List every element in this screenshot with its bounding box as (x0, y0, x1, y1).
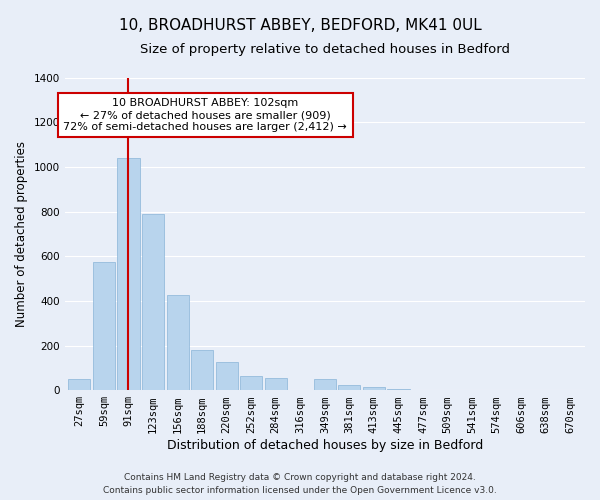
Title: Size of property relative to detached houses in Bedford: Size of property relative to detached ho… (140, 42, 510, 56)
Bar (167, 296, 188, 390)
Bar (93, 262, 115, 390)
X-axis label: Distribution of detached houses by size in Bedford: Distribution of detached houses by size … (167, 440, 483, 452)
Bar (191, 350, 213, 390)
Bar (363, 387, 385, 390)
Bar (142, 214, 164, 390)
Bar (388, 389, 410, 390)
Bar (118, 158, 140, 390)
Bar (338, 384, 361, 390)
Text: Contains HM Land Registry data © Crown copyright and database right 2024.
Contai: Contains HM Land Registry data © Crown c… (103, 474, 497, 495)
Y-axis label: Number of detached properties: Number of detached properties (15, 141, 28, 327)
Text: 10 BROADHURST ABBEY: 102sqm
← 27% of detached houses are smaller (909)
72% of se: 10 BROADHURST ABBEY: 102sqm ← 27% of det… (63, 98, 347, 132)
Bar (215, 362, 238, 390)
Bar (240, 376, 262, 390)
Bar (314, 379, 336, 390)
Bar (265, 378, 287, 390)
Bar (68, 379, 91, 390)
Text: 10, BROADHURST ABBEY, BEDFORD, MK41 0UL: 10, BROADHURST ABBEY, BEDFORD, MK41 0UL (119, 18, 481, 32)
